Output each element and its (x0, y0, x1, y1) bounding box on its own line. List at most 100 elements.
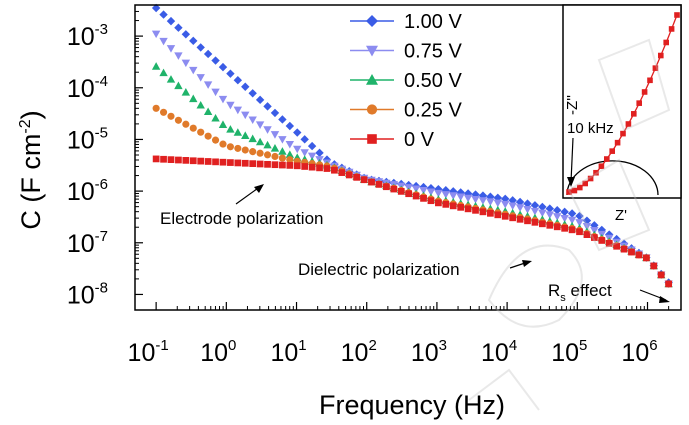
data-point (175, 156, 182, 164)
data-point (189, 124, 197, 132)
data-point (568, 226, 576, 234)
data-point (293, 128, 302, 137)
data-point (166, 75, 176, 83)
data-point (174, 116, 182, 124)
data-point (523, 199, 532, 208)
data-point (197, 157, 205, 165)
data-point (189, 36, 198, 46)
data-point (315, 148, 324, 158)
data-point (196, 100, 205, 109)
data-point (545, 211, 554, 219)
annotation-electrode-polarization: Electrode polarization (160, 209, 323, 228)
data-point (546, 221, 554, 229)
series-0-v (152, 155, 672, 288)
x-tick-label: 10-1 (128, 337, 169, 367)
inset-point (609, 148, 615, 154)
data-point (293, 145, 302, 154)
inset-point (587, 175, 594, 182)
data-point (531, 218, 539, 226)
legend-label: 1.00 V (404, 11, 462, 33)
data-point (278, 147, 287, 155)
data-point (271, 152, 279, 161)
data-point (263, 151, 272, 159)
data-point (620, 245, 628, 253)
data-point (233, 76, 243, 85)
data-point (271, 161, 279, 169)
inset-annotation-arrowhead (567, 177, 575, 187)
inset-y-label: -Z'' (564, 95, 581, 115)
nyquist-inset: -Z'' Z' 10 kHz (562, 4, 682, 224)
data-point (218, 62, 228, 72)
data-point (203, 107, 213, 116)
y-tick-label: 10-6 (67, 176, 108, 206)
data-point (270, 108, 280, 118)
data-point (307, 152, 317, 161)
data-point (212, 158, 219, 166)
data-point (397, 188, 405, 195)
inset-annotation-10khz: 10 kHz (567, 120, 614, 137)
data-point (196, 43, 205, 52)
data-point (166, 45, 176, 53)
data-point (233, 128, 243, 136)
data-point (204, 158, 212, 165)
data-point (227, 159, 234, 166)
data-point (211, 56, 220, 65)
data-point (515, 197, 525, 207)
data-point (605, 239, 613, 247)
data-point (345, 171, 353, 179)
data-point (211, 113, 220, 122)
data-point (152, 104, 160, 112)
inset-point (571, 187, 578, 194)
data-point (174, 81, 183, 90)
legend-item: 0.25 V (350, 100, 462, 122)
inset-point (631, 111, 637, 117)
data-point (501, 200, 510, 209)
x-tick-label: 102 (341, 337, 377, 367)
x-tick-label: 105 (551, 337, 587, 367)
data-point (598, 237, 606, 244)
data-point (301, 163, 309, 170)
data-point (642, 254, 650, 262)
y-tick-label: 10-8 (67, 279, 108, 309)
data-point (530, 201, 540, 210)
data-point (628, 248, 635, 256)
data-point (248, 134, 257, 143)
data-point (264, 160, 271, 168)
data-point (241, 82, 250, 91)
data-point (553, 206, 562, 215)
data-point (449, 192, 458, 200)
data-point (255, 121, 265, 129)
x-tick-label: 101 (270, 337, 306, 367)
legend-label: 0.50 V (404, 70, 462, 92)
data-point (211, 136, 220, 144)
data-point (538, 209, 547, 218)
data-point (263, 102, 272, 111)
inset-point (636, 100, 642, 106)
data-point (463, 194, 473, 203)
data-point (151, 3, 161, 13)
data-point (241, 146, 249, 154)
data-point (226, 101, 235, 110)
data-point (509, 214, 517, 222)
data-point (353, 173, 361, 181)
inset-frame (562, 4, 682, 199)
data-point (464, 205, 472, 213)
data-point (516, 215, 524, 223)
inset-point (620, 130, 626, 137)
data-point (553, 213, 562, 221)
data-point (204, 132, 212, 140)
data-point (412, 192, 420, 200)
data-point (561, 224, 569, 232)
data-point (390, 185, 398, 193)
legend-marker (366, 104, 378, 115)
data-point (226, 69, 235, 78)
data-point (300, 149, 309, 157)
inset-x-label: Z' (615, 207, 627, 224)
data-point (285, 121, 295, 131)
data-point (508, 196, 517, 205)
data-point (331, 166, 338, 174)
data-point (493, 199, 503, 208)
data-point (286, 156, 294, 164)
inset-point (625, 121, 632, 127)
